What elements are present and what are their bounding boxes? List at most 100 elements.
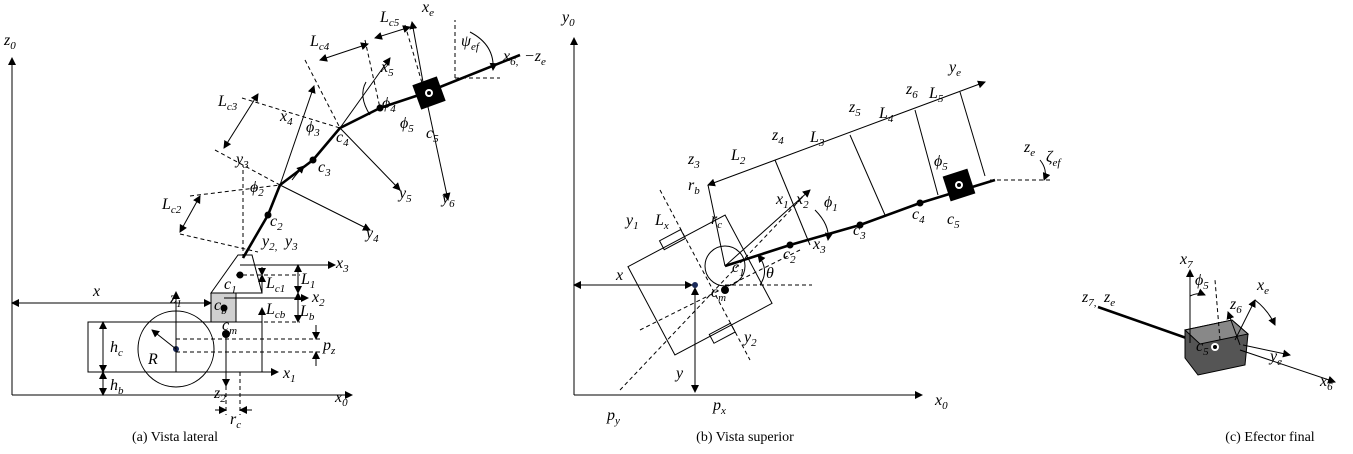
symbol-label: ze <box>1023 139 1035 159</box>
symbol-base: y <box>364 225 374 242</box>
symbol-base: c <box>318 159 325 176</box>
symbol-label: ze <box>1103 289 1115 309</box>
line <box>319 42 369 62</box>
symbol-subscript: b <box>694 185 700 197</box>
symbol-base: y <box>440 190 450 207</box>
symbol-label: y0 <box>560 9 575 29</box>
symbol-subscript: m <box>718 292 726 304</box>
line <box>179 233 259 253</box>
symbol-label: px <box>712 397 726 417</box>
symbol-base: R <box>147 351 158 368</box>
symbol-base: r <box>230 411 237 428</box>
shape <box>427 91 431 95</box>
line <box>241 53 521 259</box>
symbol-label: L3 <box>809 129 825 149</box>
symbol-base: ϕ <box>934 153 942 170</box>
symbol-base: c <box>426 125 433 142</box>
line <box>214 149 281 186</box>
symbol-base: θ <box>766 265 774 282</box>
symbol-base: y <box>260 233 270 250</box>
symbol-subscript: b <box>309 311 315 323</box>
symbol-subscript: ef <box>1052 157 1062 169</box>
symbol-label: y3 <box>283 233 298 253</box>
symbol-subscript: 4 <box>888 113 894 125</box>
symbol-base: c <box>1196 338 1203 355</box>
line <box>814 209 833 241</box>
symbol-base: x <box>1319 373 1327 390</box>
symbol-label: c2 <box>270 213 283 233</box>
line <box>469 31 498 71</box>
symbol-base: y <box>742 329 752 346</box>
line <box>223 93 259 149</box>
symbol-base: L <box>265 301 275 318</box>
symbol-base: L <box>730 147 740 164</box>
symbol-label: ϕ3 <box>306 119 320 139</box>
symbol-label: ϕ5 <box>400 115 414 135</box>
symbol-base: y <box>674 365 684 382</box>
line <box>619 199 801 391</box>
symbol-label: x3 <box>812 236 826 256</box>
symbol-label: x <box>92 283 100 300</box>
symbol-subscript: 4 <box>778 135 784 147</box>
symbol-label: x2 <box>795 191 809 211</box>
symbol-base: L <box>309 33 319 50</box>
symbol-base: −z <box>524 48 542 65</box>
line <box>304 59 341 129</box>
symbol-base: L <box>878 105 888 122</box>
shape <box>692 282 698 288</box>
symbol-subscript: 2 <box>277 221 283 233</box>
symbol-subscript: x <box>663 220 669 232</box>
symbol-base: x <box>311 289 319 306</box>
symbol-subscript: c1 <box>275 283 285 295</box>
line <box>279 184 371 231</box>
symbol-base: z <box>1229 296 1237 313</box>
symbol-base: ϕ <box>1195 272 1203 289</box>
symbol-base: ψ <box>461 33 472 50</box>
symbol-subscript: 3 <box>859 230 866 242</box>
symbol-base: x <box>502 48 510 65</box>
symbol-subscript: 0 <box>342 397 348 409</box>
symbol-base: z <box>1103 289 1111 306</box>
symbol-base: ϕ <box>400 115 408 132</box>
symbol-subscript: b <box>118 385 124 397</box>
line <box>959 91 986 177</box>
symbol-subscript: 4 <box>373 233 379 245</box>
symbol-subscript: 1 <box>290 373 296 385</box>
symbol-label: c5 <box>947 211 960 231</box>
symbol-label: c3 <box>318 159 331 179</box>
line <box>1097 305 1193 342</box>
symbol-subscript: 5 <box>433 133 439 145</box>
symbol-subscript: 2 <box>258 187 264 199</box>
symbol-base: y <box>624 212 634 229</box>
symbol-subscript: e <box>1277 356 1282 368</box>
symbol-label: Lc3 <box>217 93 238 113</box>
panel-c-drawing <box>1097 269 1336 384</box>
symbol-subscript: 5 <box>388 67 394 79</box>
symbol-label: ζef <box>1046 149 1062 169</box>
symbol-label: ϕ5 <box>934 153 948 173</box>
symbol-label: rc <box>230 411 241 431</box>
symbol-base: c <box>732 259 739 276</box>
line <box>362 81 371 116</box>
symbol-subscript: 5 <box>1203 280 1209 292</box>
symbol-label: rc <box>711 211 722 231</box>
symbol-subscript: 2 <box>220 393 226 405</box>
symbol-base: r <box>711 211 718 228</box>
symbol-subscript: 5 <box>954 219 960 231</box>
symbol-base: x <box>421 0 429 16</box>
symbol-subscript: 3 <box>342 263 349 275</box>
symbol-subscript: 1 <box>739 267 745 279</box>
symbol-base: y <box>397 185 407 202</box>
line <box>774 159 811 246</box>
shape <box>1213 345 1217 349</box>
symbol-label: Lc1 <box>265 275 285 295</box>
symbol-subscript: c2 <box>171 204 182 216</box>
symbol-subscript: 2 <box>319 297 325 309</box>
symbol-subscript: cb <box>275 309 286 321</box>
symbol-base: L <box>161 196 171 213</box>
symbol-subscript: 1 <box>633 220 639 232</box>
symbol-subscript: e <box>1264 285 1269 297</box>
symbol-label: cm <box>711 284 726 304</box>
symbol-base: L <box>379 9 389 26</box>
